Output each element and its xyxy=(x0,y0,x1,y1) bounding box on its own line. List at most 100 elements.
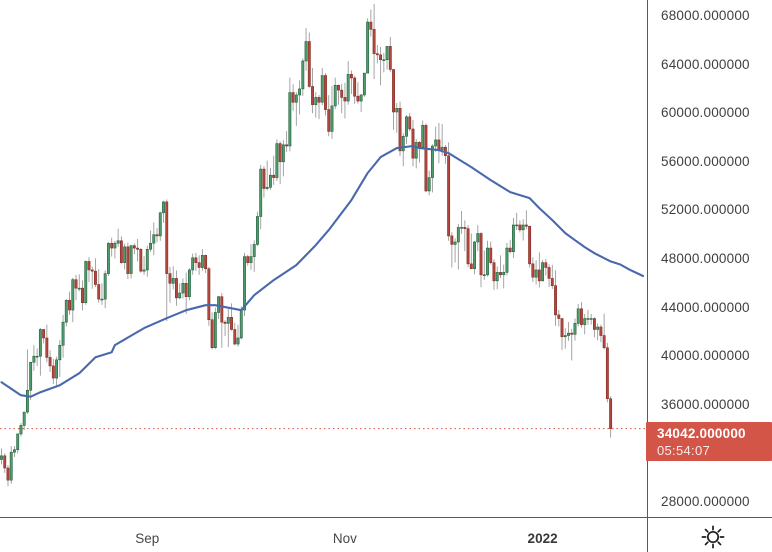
candle xyxy=(249,244,253,270)
candle xyxy=(71,277,75,323)
candle xyxy=(395,102,399,133)
candle xyxy=(602,313,606,350)
candle xyxy=(486,240,489,277)
sun-gear-icon xyxy=(701,525,725,549)
candle xyxy=(275,139,279,181)
candle xyxy=(0,448,3,465)
price-scale-label: 68000.000000 xyxy=(661,8,750,23)
moving-average-line[interactable] xyxy=(0,144,645,398)
candle xyxy=(64,299,68,327)
candle xyxy=(447,142,451,241)
candle xyxy=(142,256,146,275)
candle xyxy=(55,356,59,386)
candle xyxy=(103,270,107,309)
candle xyxy=(281,140,285,177)
price-scale-label: 40000.000000 xyxy=(661,348,750,364)
candle xyxy=(97,269,101,303)
candle xyxy=(528,225,532,268)
candle xyxy=(38,328,42,376)
candle xyxy=(599,324,603,343)
price-scale-settings-button[interactable] xyxy=(694,522,732,552)
candle xyxy=(314,91,318,118)
candle xyxy=(427,170,431,196)
price-scale-label: 36000.000000 xyxy=(661,396,750,412)
candle xyxy=(236,324,240,347)
candle xyxy=(346,61,350,105)
candle xyxy=(213,307,217,349)
candle xyxy=(330,85,334,139)
candle xyxy=(68,291,71,315)
candle xyxy=(223,320,227,337)
candle xyxy=(359,94,363,112)
candle xyxy=(139,248,143,273)
candle xyxy=(42,329,46,344)
candle xyxy=(149,230,152,252)
candle xyxy=(320,68,324,106)
candle xyxy=(408,112,412,132)
candle xyxy=(580,302,583,328)
candle xyxy=(531,257,535,283)
candle xyxy=(113,240,117,259)
candle xyxy=(405,115,408,144)
candle xyxy=(32,345,36,371)
candle xyxy=(168,266,172,303)
candle xyxy=(291,84,295,111)
candle xyxy=(210,312,214,350)
candle xyxy=(129,245,133,279)
time-scale-label: Sep xyxy=(135,531,160,546)
candle xyxy=(340,83,344,114)
last-price-badge: 34042.000000 05:54:07 xyxy=(646,421,772,461)
candle xyxy=(366,18,370,74)
candle xyxy=(375,45,379,64)
candle xyxy=(3,453,7,473)
candle xyxy=(191,253,195,275)
candle xyxy=(194,252,198,271)
candle xyxy=(184,272,188,314)
candle xyxy=(152,222,156,256)
candle xyxy=(414,138,418,169)
candle xyxy=(521,219,525,241)
candle xyxy=(337,84,340,105)
candle xyxy=(544,259,548,276)
candle xyxy=(48,350,52,372)
candle xyxy=(136,238,140,262)
time-axis[interactable]: Sep Nov 2022 xyxy=(0,518,647,552)
candle xyxy=(265,160,269,191)
candle xyxy=(58,339,62,377)
candle xyxy=(463,220,467,252)
candle xyxy=(456,223,460,270)
candle xyxy=(401,133,405,167)
candle xyxy=(158,211,162,241)
candle xyxy=(476,225,480,251)
candle xyxy=(392,69,395,130)
candle xyxy=(84,260,88,305)
candlestick-chart[interactable] xyxy=(0,0,648,518)
candle xyxy=(466,224,470,268)
candle xyxy=(489,241,493,265)
candle xyxy=(175,270,178,306)
candle xyxy=(576,303,580,327)
candle xyxy=(259,164,263,230)
candle xyxy=(233,322,237,346)
candle xyxy=(437,122,441,164)
candle xyxy=(589,313,593,325)
candle xyxy=(187,268,191,301)
candle xyxy=(343,82,347,119)
candle xyxy=(278,141,282,185)
candle xyxy=(372,3,376,80)
candle xyxy=(605,342,609,403)
last-price-value: 34042.000000 xyxy=(657,425,746,441)
candle xyxy=(246,254,250,266)
candle xyxy=(19,423,23,437)
candle xyxy=(560,318,564,351)
candle xyxy=(518,220,522,233)
time-axis-separator xyxy=(0,517,772,518)
candle xyxy=(145,245,149,277)
candle xyxy=(35,348,39,366)
price-axis-separator xyxy=(647,0,648,552)
candle xyxy=(333,77,337,110)
candle xyxy=(362,72,366,97)
candle xyxy=(22,411,26,431)
price-scale-label: 28000.000000 xyxy=(661,494,750,509)
